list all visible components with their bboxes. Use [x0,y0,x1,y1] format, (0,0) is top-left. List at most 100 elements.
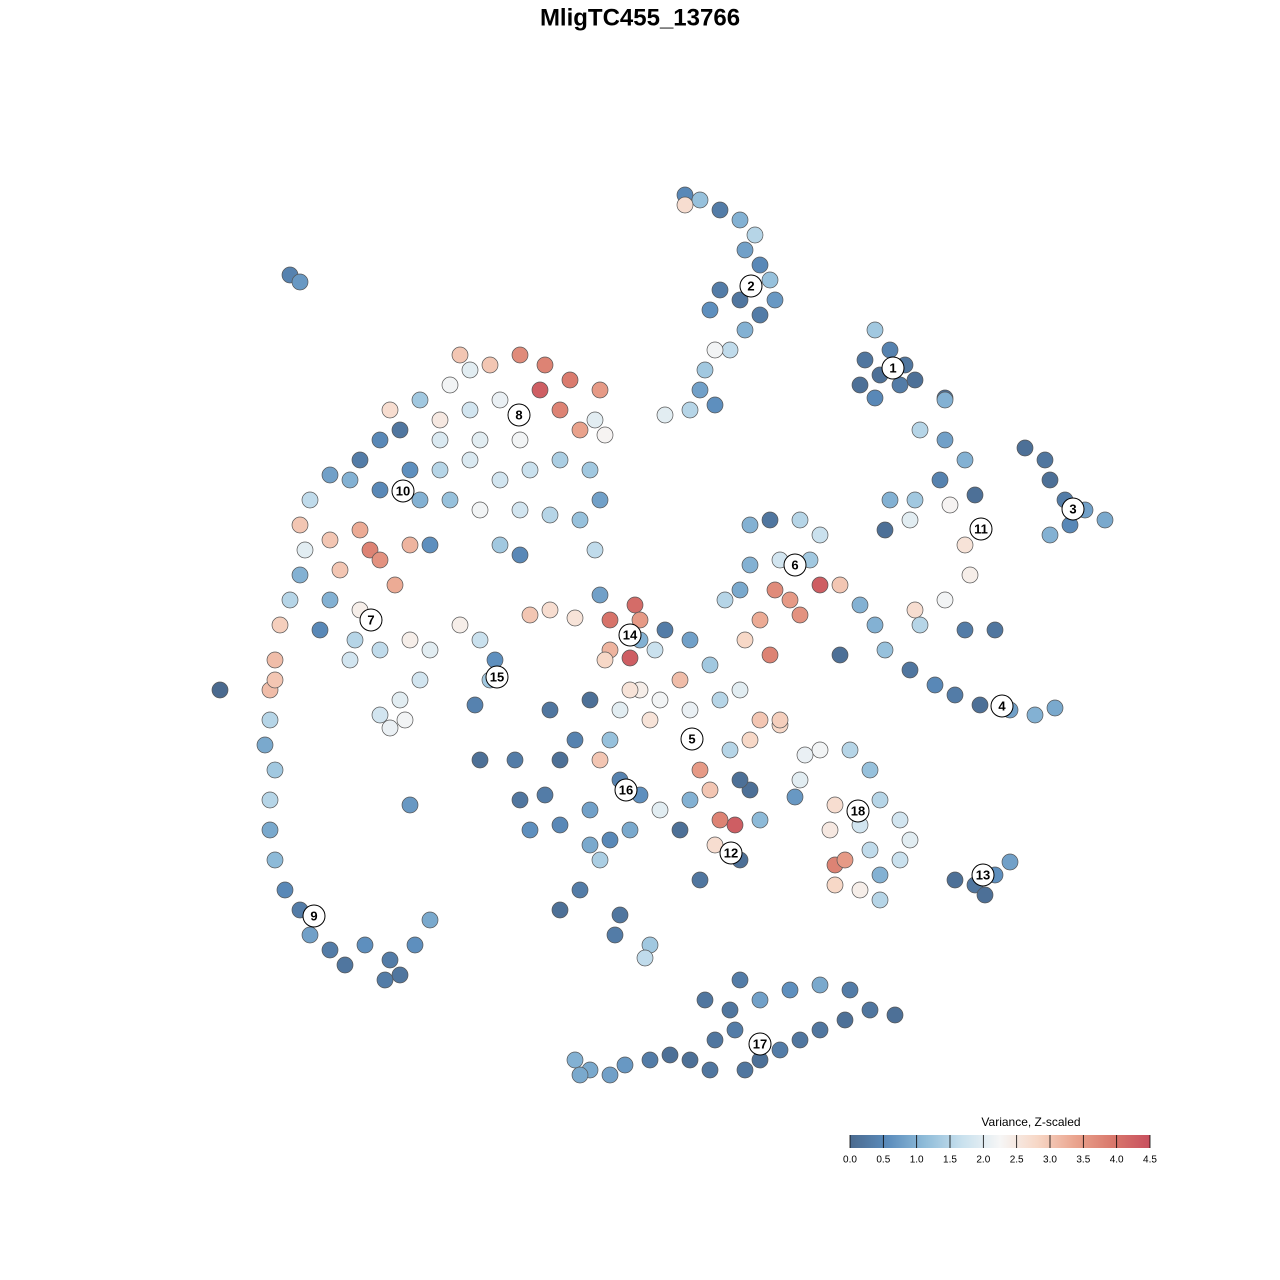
colorbar-tick-label: 1.0 [910,1155,924,1166]
point [736,631,754,649]
point [371,551,389,569]
cluster-label: 10 [396,483,410,498]
colorbar-tick-label: 3.0 [1043,1155,1057,1166]
point [301,926,319,944]
point [401,796,419,814]
point [506,751,524,769]
colorbar-title: Variance, Z-scaled [981,1115,1080,1129]
point [901,661,919,679]
point [706,1031,724,1049]
point [521,821,539,839]
point [871,791,889,809]
point [741,556,759,574]
point [581,836,599,854]
point [811,576,829,594]
colorbar-tick-label: 4.5 [1143,1155,1157,1166]
point [681,401,699,419]
point [521,461,539,479]
point [681,701,699,719]
point [586,411,604,429]
point [946,686,964,704]
point [731,291,749,309]
point [761,271,779,289]
cluster-badge [1061,497,1085,521]
point [726,816,744,834]
point [1016,439,1034,457]
point [621,681,639,699]
point [521,606,539,624]
point [736,241,754,259]
point [566,609,584,627]
point [616,1056,634,1074]
point [936,431,954,449]
point [636,949,654,967]
point [541,506,559,524]
colorbar-tick-label: 3.5 [1076,1155,1090,1166]
point [371,641,389,659]
cluster-badge [485,665,509,689]
point [296,541,314,559]
point [381,951,399,969]
point [926,676,944,694]
point [321,531,339,549]
point [291,273,309,291]
cluster-badge [680,727,704,751]
point [626,596,644,614]
point [751,811,769,829]
point [571,881,589,899]
point [256,736,274,754]
point [811,741,829,759]
point [1041,526,1059,544]
point [271,616,289,634]
point [681,1051,699,1069]
point [891,851,909,869]
point [601,731,619,749]
point [311,621,329,639]
point [831,576,849,594]
point [321,941,339,959]
point [531,381,549,399]
cluster-label: 3 [1069,501,1076,516]
point [341,471,359,489]
point [591,751,609,769]
point [861,1001,879,1019]
point [266,651,284,669]
point [511,431,529,449]
point [936,391,954,409]
point [716,591,734,609]
point [866,616,884,634]
point [466,696,484,714]
point [661,1046,679,1064]
point [711,811,729,829]
point [346,631,364,649]
point [511,546,529,564]
point [596,651,614,669]
point [651,691,669,709]
point [731,681,749,699]
cluster-label: 14 [623,627,638,642]
point [881,341,899,359]
point [571,1066,589,1084]
point [261,821,279,839]
point [421,641,439,659]
cluster-badge [990,694,1014,718]
point [941,496,959,514]
cluster-badge [971,863,995,887]
point [821,821,839,839]
point [906,371,924,389]
point [276,881,294,899]
point [901,831,919,849]
point [966,486,984,504]
point [791,771,809,789]
point [691,871,709,889]
point [711,201,729,219]
point [401,536,419,554]
point [866,321,884,339]
point [876,641,894,659]
point [831,646,849,664]
point [946,871,964,889]
point [371,431,389,449]
point [901,511,919,529]
point [581,691,599,709]
colorbar-tick-label: 1.5 [943,1155,957,1166]
